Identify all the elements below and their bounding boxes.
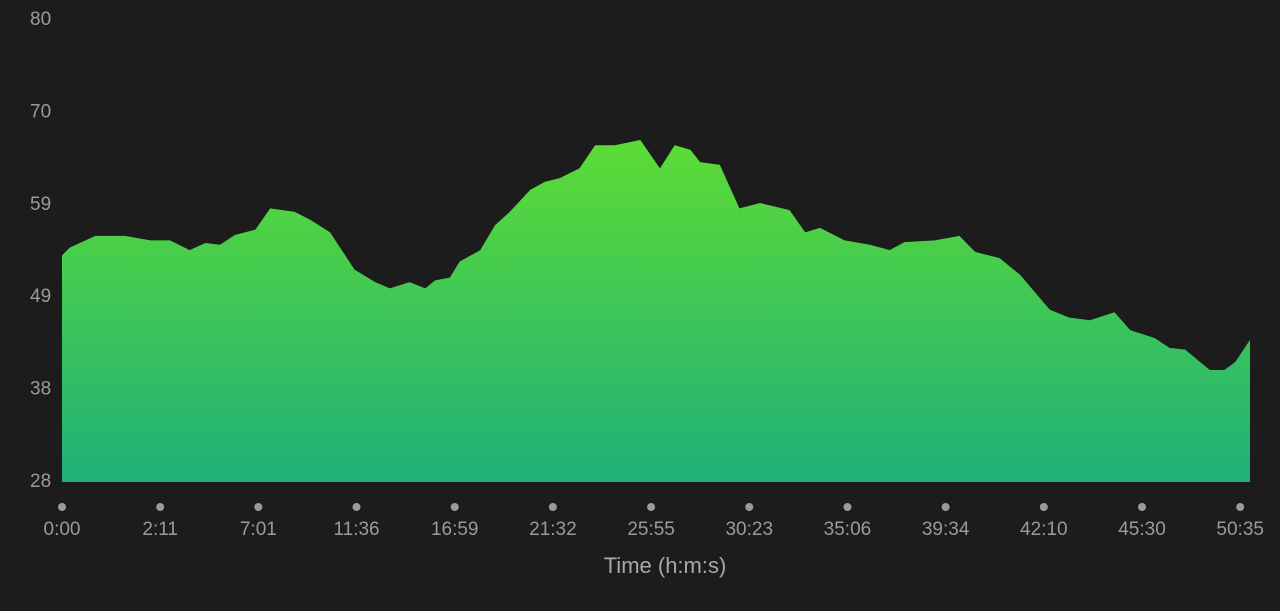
y-tick-label: 59 — [30, 194, 51, 215]
x-tick-dot — [1039, 503, 1048, 511]
area — [62, 139, 1250, 482]
x-tick-dot — [58, 503, 66, 511]
x-tick-dot — [745, 503, 754, 511]
x-tick-dot — [647, 503, 656, 511]
x-tick-label: 11:36 — [333, 519, 379, 540]
x-tick-label: 50:35 — [1216, 519, 1264, 540]
y-tick-label: 70 — [30, 101, 51, 122]
y-tick-label: 28 — [30, 471, 51, 492]
x-tick-label: 2:11 — [142, 519, 178, 540]
x-tick-dot — [941, 503, 950, 511]
x-tick-label: 7:01 — [240, 519, 277, 540]
x-tick-dot — [254, 503, 263, 511]
x-tick-label: 35:06 — [824, 519, 872, 540]
x-tick-label: 42:10 — [1020, 519, 1068, 540]
y-tick-label: 38 — [30, 379, 51, 400]
x-tick-label: 21:32 — [529, 519, 577, 540]
x-tick-dot — [156, 503, 165, 511]
x-tick-dot — [843, 503, 852, 511]
x-tick-dot — [1138, 503, 1146, 511]
x-tick-dot — [548, 503, 557, 511]
x-tick-dot — [1236, 503, 1245, 511]
x-tick-label: 45:30 — [1118, 519, 1166, 540]
x-tick-label: 16:59 — [431, 519, 479, 540]
x-tick-label: 39:34 — [922, 519, 970, 540]
x-tick-label: 25:55 — [627, 519, 675, 540]
y-tick-label: 80 — [30, 9, 51, 30]
x-tick-dot — [352, 503, 361, 511]
y-tick-label: 49 — [30, 286, 51, 307]
x-axis-title: Time (h:m:s) — [604, 553, 727, 578]
x-tick-dot — [450, 503, 459, 511]
x-tick-label: 0:00 — [44, 519, 81, 540]
x-tick-label: 30:23 — [725, 519, 773, 540]
